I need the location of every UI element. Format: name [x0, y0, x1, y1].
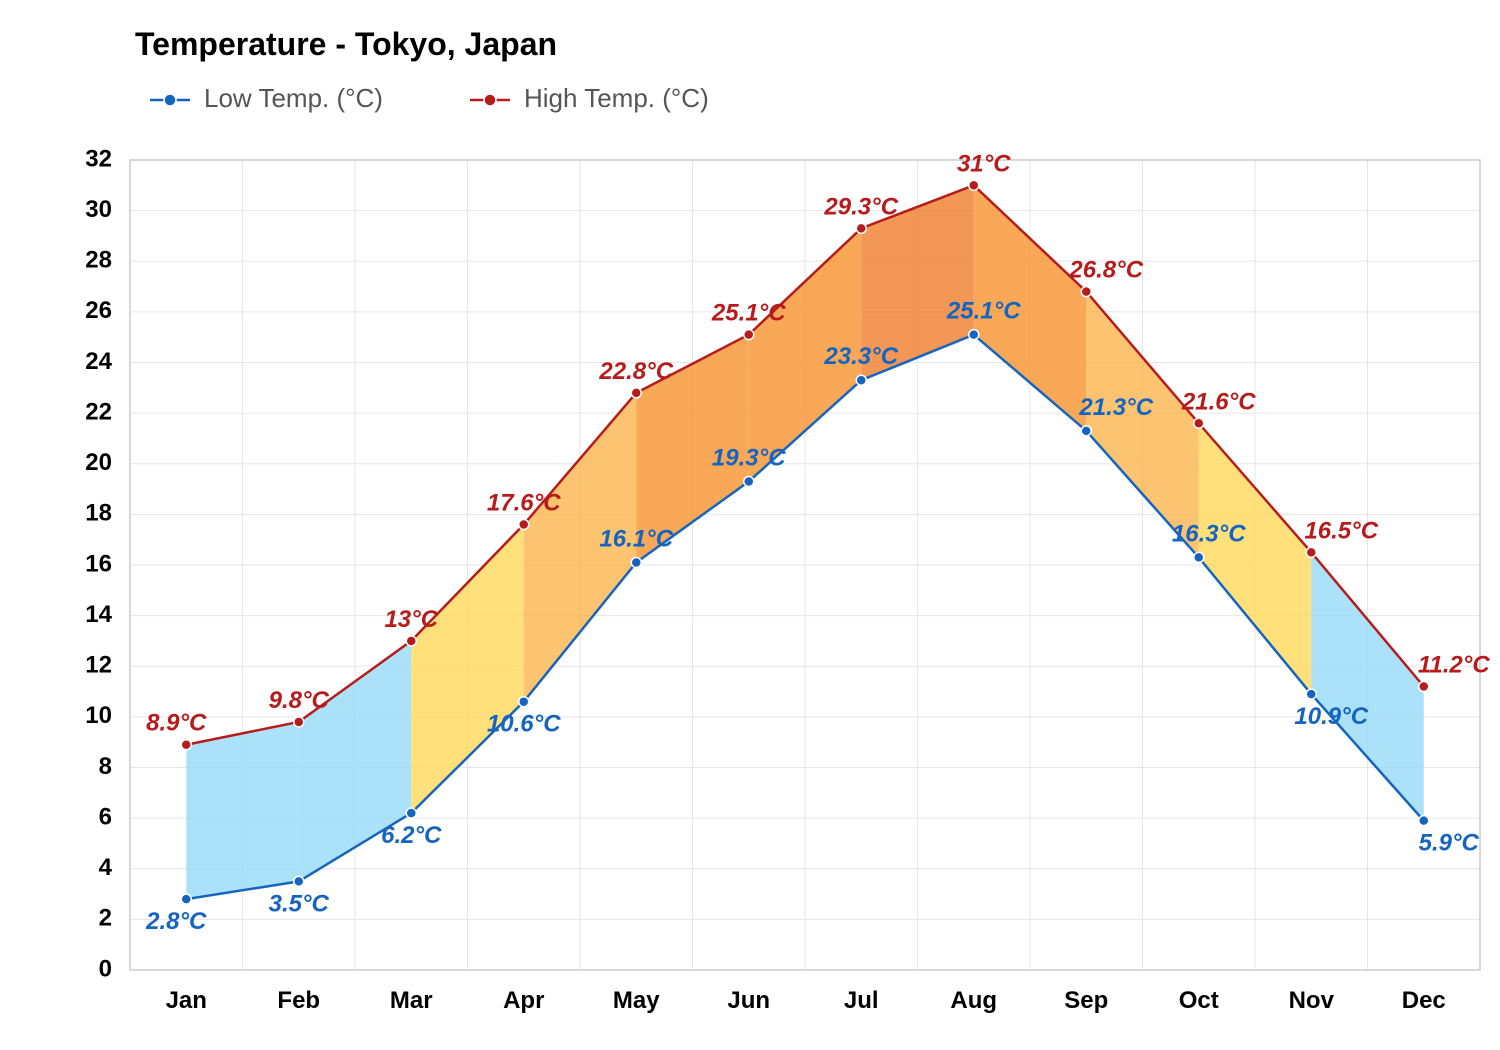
x-tick-label: Sep — [1064, 987, 1108, 1014]
low-value-label: 23.3°C — [823, 343, 898, 370]
x-tick-label: Dec — [1402, 987, 1446, 1014]
high-value-label: 17.6°C — [487, 490, 561, 517]
high-value-label: 22.8°C — [598, 358, 673, 385]
y-tick-label: 30 — [85, 196, 112, 223]
y-tick-label: 10 — [85, 702, 112, 729]
low-temp-legend-marker — [164, 94, 176, 106]
high-value-label: 21.6°C — [1181, 388, 1256, 415]
x-tick-label: Jul — [844, 987, 879, 1014]
y-tick-label: 14 — [85, 601, 112, 628]
temperature-chart: 02468101214161820222426283032JanFebMarAp… — [0, 0, 1500, 1050]
high-temp-marker — [1306, 547, 1316, 557]
low-temp-marker — [969, 330, 979, 340]
low-temp-marker — [1194, 552, 1204, 562]
y-tick-label: 2 — [99, 905, 112, 932]
y-tick-label: 28 — [85, 247, 112, 274]
high-temp-marker — [1081, 287, 1091, 297]
high-value-label: 16.5°C — [1304, 517, 1378, 544]
low-temp-marker — [1419, 816, 1429, 826]
low-value-label: 25.1°C — [946, 298, 1021, 325]
low-value-label: 16.1°C — [599, 525, 673, 552]
low-temp-marker — [294, 876, 304, 886]
low-value-label: 21.3°C — [1078, 394, 1153, 421]
x-tick-label: Jun — [727, 987, 770, 1014]
high-temp-marker — [519, 520, 529, 530]
high-temp-marker — [856, 223, 866, 233]
low-temp-marker — [744, 476, 754, 486]
high-temp-legend-marker — [484, 94, 496, 106]
low-value-label: 10.9°C — [1294, 703, 1368, 730]
x-tick-label: Jan — [166, 987, 207, 1014]
x-tick-label: Mar — [390, 987, 433, 1014]
x-tick-label: May — [613, 987, 660, 1014]
y-tick-label: 26 — [85, 297, 112, 324]
temp-band — [186, 722, 299, 899]
x-tick-label: Apr — [503, 987, 544, 1014]
y-tick-label: 24 — [85, 348, 112, 375]
high-value-label: 25.1°C — [711, 300, 786, 327]
low-value-label: 6.2°C — [381, 822, 442, 849]
y-tick-label: 32 — [85, 145, 112, 172]
low-value-label: 10.6°C — [487, 711, 561, 738]
high-temp-marker — [294, 717, 304, 727]
high-temp-marker — [181, 740, 191, 750]
high-value-label: 26.8°C — [1068, 257, 1143, 284]
high-temp-marker — [1419, 682, 1429, 692]
y-tick-label: 20 — [85, 449, 112, 476]
low-temp-marker — [1306, 689, 1316, 699]
low-temp-marker — [181, 894, 191, 904]
x-tick-label: Feb — [277, 987, 320, 1014]
y-tick-label: 0 — [99, 955, 112, 982]
low-temp-marker — [406, 808, 416, 818]
y-tick-label: 16 — [85, 550, 112, 577]
high-value-label: 11.2°C — [1418, 652, 1491, 679]
low-temp-legend-label: Low Temp. (°C) — [204, 83, 383, 113]
y-tick-label: 22 — [85, 398, 112, 425]
high-temp-marker — [744, 330, 754, 340]
high-value-label: 8.9°C — [146, 710, 207, 737]
high-value-label: 29.3°C — [823, 193, 898, 220]
low-temp-marker — [1081, 426, 1091, 436]
low-value-label: 2.8°C — [145, 908, 207, 935]
low-value-label: 19.3°C — [712, 444, 786, 471]
low-temp-marker — [519, 697, 529, 707]
high-temp-marker — [1194, 418, 1204, 428]
high-temp-marker — [969, 180, 979, 190]
x-tick-label: Nov — [1289, 987, 1335, 1014]
y-tick-label: 6 — [99, 803, 112, 830]
high-temp-marker — [631, 388, 641, 398]
y-tick-label: 18 — [85, 500, 112, 527]
high-value-label: 31°C — [957, 150, 1011, 177]
low-value-label: 5.9°C — [1419, 830, 1480, 857]
y-tick-label: 4 — [99, 854, 113, 881]
x-tick-label: Aug — [950, 987, 997, 1014]
low-temp-marker — [856, 375, 866, 385]
y-tick-label: 12 — [85, 652, 112, 679]
chart-svg: 02468101214161820222426283032JanFebMarAp… — [0, 0, 1500, 1050]
high-value-label: 9.8°C — [269, 687, 330, 714]
low-temp-marker — [631, 557, 641, 567]
low-value-label: 16.3°C — [1172, 520, 1246, 547]
chart-title: Temperature - Tokyo, Japan — [135, 26, 557, 62]
high-temp-legend-label: High Temp. (°C) — [524, 83, 709, 113]
high-temp-marker — [406, 636, 416, 646]
x-tick-label: Oct — [1179, 987, 1219, 1014]
high-value-label: 13°C — [384, 606, 438, 633]
low-value-label: 3.5°C — [269, 890, 330, 917]
y-tick-label: 8 — [99, 753, 112, 780]
